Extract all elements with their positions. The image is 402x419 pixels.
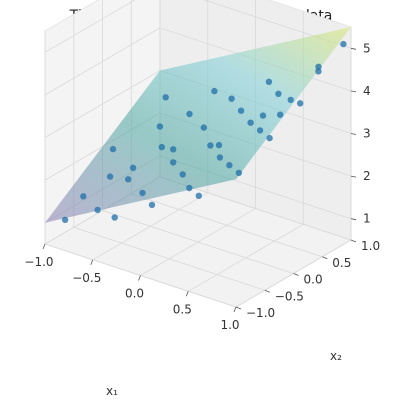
y-tick-label: 0.0 (304, 273, 323, 287)
z-tick-mark (350, 133, 357, 135)
x-tick-label: 1.0 (220, 318, 239, 332)
data-point (109, 145, 117, 153)
data-point (80, 193, 87, 200)
data-point (265, 78, 273, 86)
data-point (139, 189, 146, 197)
data-point (125, 176, 132, 183)
z-tick-label: 4 (363, 84, 371, 98)
data-point (216, 154, 224, 161)
data-point (275, 90, 282, 98)
x-tick-label: −1.0 (24, 255, 53, 269)
x-tick-mark (42, 243, 46, 250)
data-point (170, 159, 177, 166)
data-point (186, 184, 193, 192)
data-point (315, 63, 322, 70)
y-tick-label: −0.5 (275, 289, 304, 303)
x-tick-label: 0.0 (125, 287, 144, 301)
data-point (156, 123, 164, 130)
z-tick-label: 5 (363, 41, 371, 55)
data-point (287, 96, 294, 104)
data-point (247, 119, 254, 126)
x-tick-mark (138, 275, 141, 281)
data-point (256, 127, 264, 134)
data-point (237, 107, 245, 114)
y-tick-mark (293, 273, 299, 276)
data-point (315, 68, 322, 75)
data-point (179, 171, 186, 178)
z-grid-line (44, 0, 352, 53)
x-tick-label: −0.5 (72, 271, 101, 285)
data-point (61, 216, 69, 223)
data-point (259, 112, 267, 119)
data-point (207, 142, 214, 149)
y-axis-label: x₂ (330, 349, 342, 363)
data-point (129, 164, 137, 171)
data-point (277, 111, 284, 118)
y-tick-label: 0.5 (332, 256, 351, 270)
z-tick-label: 3 (363, 127, 371, 141)
data-point (148, 201, 156, 209)
y-tick-label: 1.0 (361, 239, 380, 253)
x-axis-label: x₁ (106, 384, 118, 398)
y-tick-mark (235, 306, 242, 310)
data-point (94, 206, 101, 214)
y-grid-line (73, 14, 265, 291)
data-point (215, 141, 223, 149)
z-tick-mark (350, 47, 357, 50)
x-tick-mark (233, 306, 237, 313)
z-tick-label: 1 (363, 212, 371, 226)
data-point (297, 100, 304, 107)
data-point (228, 95, 235, 102)
y-tick-label: −1.0 (246, 306, 275, 320)
data-point (170, 146, 177, 153)
z-tick-mark (350, 218, 357, 221)
data-point (211, 87, 218, 95)
data-point (200, 124, 207, 131)
y-tick-mark (350, 239, 357, 243)
data-point (162, 94, 169, 101)
data-point (340, 40, 347, 48)
points-layer (61, 40, 347, 223)
x-tick-mark (90, 259, 94, 265)
data-point (111, 214, 118, 221)
y-tick-mark (264, 289, 270, 293)
z-tick-label: 2 (363, 169, 371, 183)
data-point (266, 134, 273, 142)
data-point (106, 173, 114, 180)
data-point (158, 143, 165, 151)
x-tick-mark (185, 291, 189, 297)
data-point (235, 169, 243, 177)
y-tick-mark (322, 256, 328, 260)
generating-function-surface (45, 27, 351, 223)
data-point (195, 192, 202, 199)
data-point (186, 110, 193, 118)
x-tick-label: 0.5 (173, 302, 192, 316)
z-tick-mark (350, 90, 357, 93)
data-point (226, 162, 233, 169)
surface-layer (45, 27, 351, 223)
y-grid-line (102, 0, 294, 274)
z-tick-mark (350, 175, 357, 178)
